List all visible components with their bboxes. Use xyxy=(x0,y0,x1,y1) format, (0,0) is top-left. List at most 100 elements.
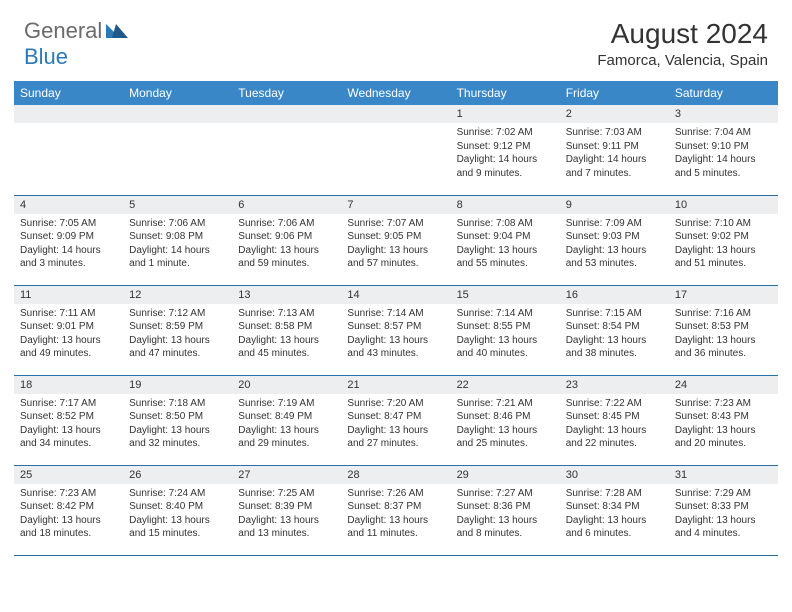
daylight-text: Daylight: 13 hours and 43 minutes. xyxy=(347,334,444,361)
sunrise-text: Sunrise: 7:27 AM xyxy=(457,487,554,501)
sunset-text: Sunset: 9:03 PM xyxy=(566,230,663,244)
calendar-cell xyxy=(232,105,341,195)
calendar-cell: 11Sunrise: 7:11 AMSunset: 9:01 PMDayligh… xyxy=(14,285,123,375)
day-header: Saturday xyxy=(669,81,778,105)
daylight-text: Daylight: 13 hours and 8 minutes. xyxy=(457,514,554,541)
daylight-text: Daylight: 13 hours and 11 minutes. xyxy=(347,514,444,541)
calendar-head: SundayMondayTuesdayWednesdayThursdayFrid… xyxy=(14,81,778,105)
sunrise-text: Sunrise: 7:26 AM xyxy=(347,487,444,501)
sunrise-text: Sunrise: 7:06 AM xyxy=(129,217,226,231)
sunset-text: Sunset: 9:01 PM xyxy=(20,320,117,334)
day-content: Sunrise: 7:04 AMSunset: 9:10 PMDaylight:… xyxy=(669,123,778,186)
empty-daynum xyxy=(232,105,341,123)
brand-triangle-icon xyxy=(106,20,128,43)
sunrise-text: Sunrise: 7:23 AM xyxy=(20,487,117,501)
daylight-text: Daylight: 13 hours and 25 minutes. xyxy=(457,424,554,451)
daylight-text: Daylight: 13 hours and 27 minutes. xyxy=(347,424,444,451)
sunset-text: Sunset: 8:54 PM xyxy=(566,320,663,334)
day-content: Sunrise: 7:23 AMSunset: 8:42 PMDaylight:… xyxy=(14,484,123,547)
day-content: Sunrise: 7:02 AMSunset: 9:12 PMDaylight:… xyxy=(451,123,560,186)
sunrise-text: Sunrise: 7:28 AM xyxy=(566,487,663,501)
sunset-text: Sunset: 9:09 PM xyxy=(20,230,117,244)
location: Famorca, Valencia, Spain xyxy=(597,52,768,69)
sunset-text: Sunset: 8:52 PM xyxy=(20,410,117,424)
day-content: Sunrise: 7:07 AMSunset: 9:05 PMDaylight:… xyxy=(341,214,450,277)
calendar-cell: 7Sunrise: 7:07 AMSunset: 9:05 PMDaylight… xyxy=(341,195,450,285)
day-content: Sunrise: 7:05 AMSunset: 9:09 PMDaylight:… xyxy=(14,214,123,277)
calendar-week: 1Sunrise: 7:02 AMSunset: 9:12 PMDaylight… xyxy=(14,105,778,195)
day-content: Sunrise: 7:06 AMSunset: 9:06 PMDaylight:… xyxy=(232,214,341,277)
brand-part2-wrap: Blue xyxy=(24,44,68,70)
day-content: Sunrise: 7:23 AMSunset: 8:43 PMDaylight:… xyxy=(669,394,778,457)
day-number: 21 xyxy=(341,376,450,394)
sunrise-text: Sunrise: 7:20 AM xyxy=(347,397,444,411)
day-number: 22 xyxy=(451,376,560,394)
sunrise-text: Sunrise: 7:09 AM xyxy=(566,217,663,231)
calendar-cell: 27Sunrise: 7:25 AMSunset: 8:39 PMDayligh… xyxy=(232,465,341,555)
day-number: 11 xyxy=(14,286,123,304)
sunrise-text: Sunrise: 7:06 AM xyxy=(238,217,335,231)
day-number: 3 xyxy=(669,105,778,123)
sunrise-text: Sunrise: 7:04 AM xyxy=(675,126,772,140)
sunset-text: Sunset: 9:08 PM xyxy=(129,230,226,244)
day-header: Tuesday xyxy=(232,81,341,105)
daylight-text: Daylight: 13 hours and 29 minutes. xyxy=(238,424,335,451)
day-content: Sunrise: 7:14 AMSunset: 8:57 PMDaylight:… xyxy=(341,304,450,367)
day-content: Sunrise: 7:19 AMSunset: 8:49 PMDaylight:… xyxy=(232,394,341,457)
calendar-cell: 19Sunrise: 7:18 AMSunset: 8:50 PMDayligh… xyxy=(123,375,232,465)
day-number: 10 xyxy=(669,196,778,214)
day-content: Sunrise: 7:03 AMSunset: 9:11 PMDaylight:… xyxy=(560,123,669,186)
day-header-row: SundayMondayTuesdayWednesdayThursdayFrid… xyxy=(14,81,778,105)
sunrise-text: Sunrise: 7:22 AM xyxy=(566,397,663,411)
sunrise-text: Sunrise: 7:14 AM xyxy=(457,307,554,321)
daylight-text: Daylight: 13 hours and 15 minutes. xyxy=(129,514,226,541)
calendar-cell: 16Sunrise: 7:15 AMSunset: 8:54 PMDayligh… xyxy=(560,285,669,375)
sunrise-text: Sunrise: 7:17 AM xyxy=(20,397,117,411)
calendar-cell: 2Sunrise: 7:03 AMSunset: 9:11 PMDaylight… xyxy=(560,105,669,195)
calendar-body: 1Sunrise: 7:02 AMSunset: 9:12 PMDaylight… xyxy=(14,105,778,555)
calendar-cell: 5 Sunrise: 7:06 AMSunset: 9:08 PMDaylight… xyxy=(123,195,232,285)
daylight-text: Daylight: 13 hours and 4 minutes. xyxy=(675,514,772,541)
daylight-text: Daylight: 13 hours and 13 minutes. xyxy=(238,514,335,541)
daylight-text: Daylight: 13 hours and 45 minutes. xyxy=(238,334,335,361)
daylight-text: Daylight: 13 hours and 6 minutes. xyxy=(566,514,663,541)
calendar-cell: 17Sunrise: 7:16 AMSunset: 8:53 PMDayligh… xyxy=(669,285,778,375)
day-number: 12 xyxy=(123,286,232,304)
day-number: 5 xyxy=(123,196,232,214)
day-content: Sunrise: 7:27 AMSunset: 8:36 PMDaylight:… xyxy=(451,484,560,547)
day-content: Sunrise: 7:16 AMSunset: 8:53 PMDaylight:… xyxy=(669,304,778,367)
daylight-text: Daylight: 13 hours and 40 minutes. xyxy=(457,334,554,361)
empty-daynum xyxy=(341,105,450,123)
day-number: 29 xyxy=(451,466,560,484)
sunrise-text: Sunrise: 7:03 AM xyxy=(566,126,663,140)
sunrise-text: Sunrise: 7:19 AM xyxy=(238,397,335,411)
sunset-text: Sunset: 9:11 PM xyxy=(566,140,663,154)
daylight-text: Daylight: 14 hours and 1 minute. xyxy=(129,244,226,271)
day-content: Sunrise: 7:13 AMSunset: 8:58 PMDaylight:… xyxy=(232,304,341,367)
day-number: 1 xyxy=(451,105,560,123)
day-content: Sunrise: 7:21 AMSunset: 8:46 PMDaylight:… xyxy=(451,394,560,457)
calendar-cell: 12Sunrise: 7:12 AMSunset: 8:59 PMDayligh… xyxy=(123,285,232,375)
calendar-cell xyxy=(14,105,123,195)
calendar-cell: 1Sunrise: 7:02 AMSunset: 9:12 PMDaylight… xyxy=(451,105,560,195)
brand-part2: Blue xyxy=(24,44,68,69)
day-content: Sunrise: 7:25 AMSunset: 8:39 PMDaylight:… xyxy=(232,484,341,547)
sunrise-text: Sunrise: 7:14 AM xyxy=(347,307,444,321)
day-number: 14 xyxy=(341,286,450,304)
sunset-text: Sunset: 9:02 PM xyxy=(675,230,772,244)
calendar-cell xyxy=(341,105,450,195)
sunset-text: Sunset: 8:43 PM xyxy=(675,410,772,424)
sunset-text: Sunset: 9:04 PM xyxy=(457,230,554,244)
day-number: 31 xyxy=(669,466,778,484)
sunset-text: Sunset: 8:40 PM xyxy=(129,500,226,514)
daylight-text: Daylight: 14 hours and 3 minutes. xyxy=(20,244,117,271)
daylight-text: Daylight: 13 hours and 57 minutes. xyxy=(347,244,444,271)
daylight-text: Daylight: 14 hours and 5 minutes. xyxy=(675,153,772,180)
sunset-text: Sunset: 8:42 PM xyxy=(20,500,117,514)
day-header: Friday xyxy=(560,81,669,105)
daylight-text: Daylight: 13 hours and 22 minutes. xyxy=(566,424,663,451)
day-content: Sunrise: 7:11 AMSunset: 9:01 PMDaylight:… xyxy=(14,304,123,367)
day-content: Sunrise: 7:20 AMSunset: 8:47 PMDaylight:… xyxy=(341,394,450,457)
sunrise-text: Sunrise: 7:18 AM xyxy=(129,397,226,411)
day-header: Sunday xyxy=(14,81,123,105)
